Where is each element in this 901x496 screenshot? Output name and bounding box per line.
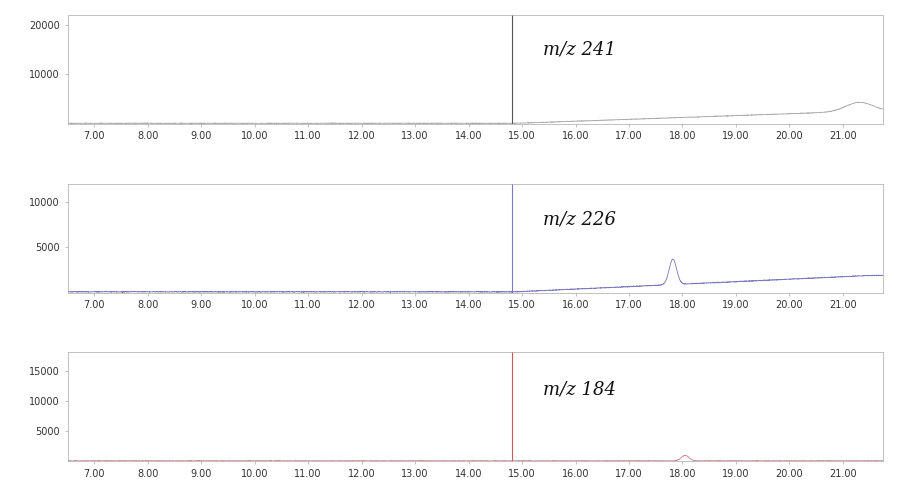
Text: m/z 226: m/z 226 bbox=[543, 210, 616, 229]
Text: m/z 184: m/z 184 bbox=[543, 381, 616, 399]
Text: m/z 241: m/z 241 bbox=[543, 41, 616, 59]
